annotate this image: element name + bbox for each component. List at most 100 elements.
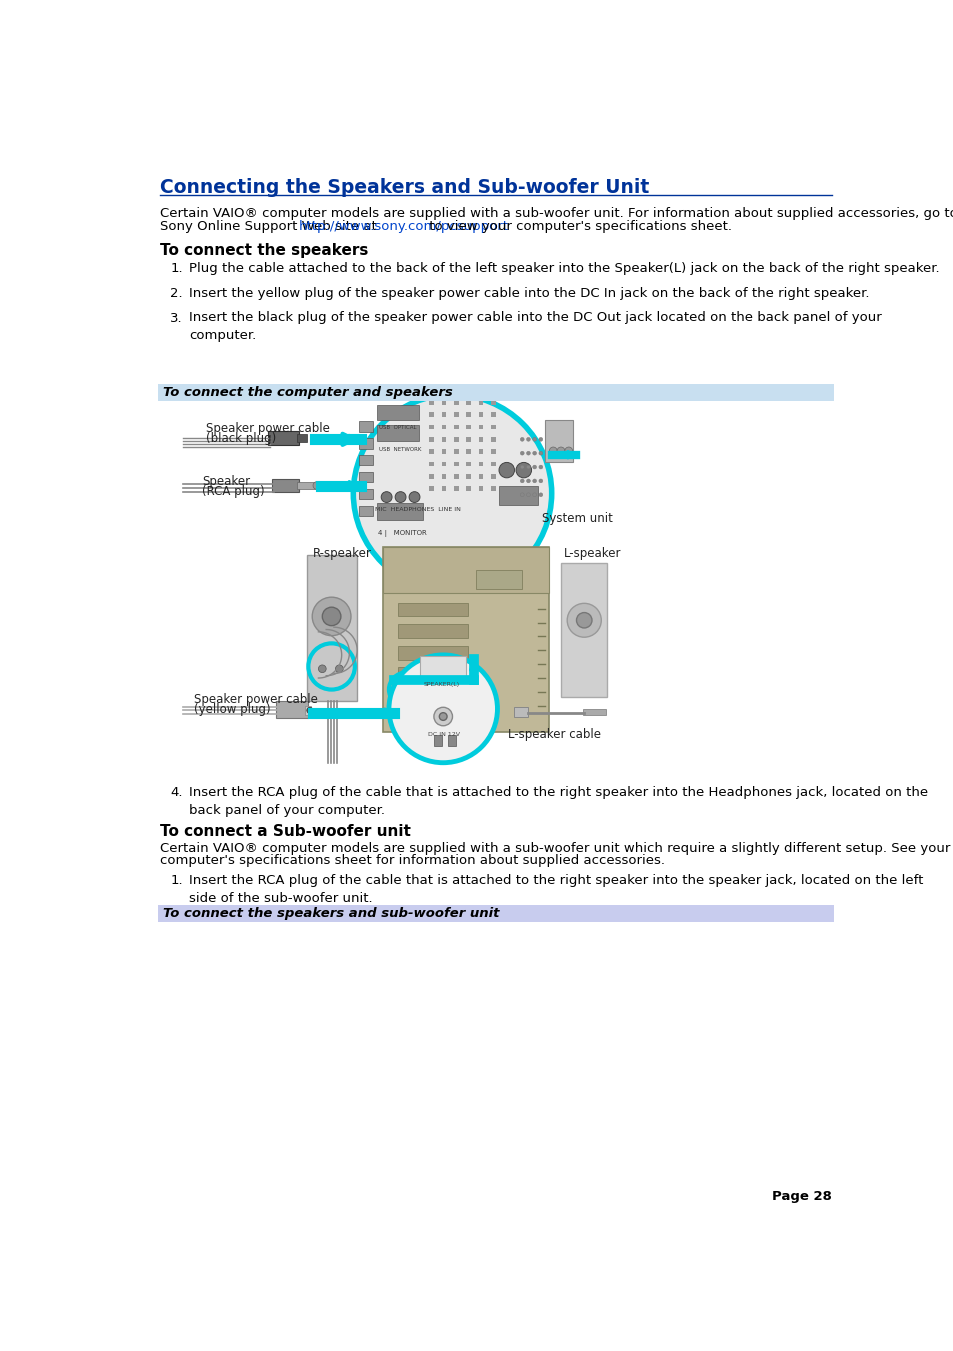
Text: System unit: System unit — [542, 512, 613, 524]
Bar — [429, 486, 434, 490]
Text: Speaker power cable: Speaker power cable — [206, 423, 330, 435]
Bar — [476, 570, 521, 589]
Bar — [454, 412, 458, 417]
Circle shape — [567, 604, 600, 638]
Circle shape — [381, 492, 392, 503]
Bar — [416, 715, 422, 723]
Text: Page 28: Page 28 — [772, 1190, 831, 1204]
Bar — [454, 486, 458, 490]
Bar — [359, 438, 373, 449]
Bar — [478, 400, 483, 405]
Bar — [454, 400, 458, 405]
Bar — [466, 486, 471, 490]
Bar — [491, 412, 496, 417]
Bar — [454, 462, 458, 466]
Text: L-speaker: L-speaker — [563, 547, 621, 561]
Bar — [491, 450, 496, 454]
Text: Certain VAIO® computer models are supplied with a sub-woofer unit. For informati: Certain VAIO® computer models are suppli… — [159, 207, 953, 220]
Circle shape — [395, 492, 406, 503]
Circle shape — [498, 462, 514, 478]
Text: USB  OPTICAL: USB OPTICAL — [378, 426, 416, 431]
Bar — [297, 434, 307, 442]
Circle shape — [564, 447, 572, 455]
Bar — [491, 462, 496, 466]
Bar — [376, 503, 422, 520]
Text: (yellow plug): (yellow plug) — [194, 704, 271, 716]
Circle shape — [434, 708, 452, 725]
Bar — [429, 412, 434, 417]
Bar — [466, 474, 471, 478]
Bar — [429, 462, 434, 466]
Bar — [560, 562, 607, 697]
Text: Sony Online Support Web site at: Sony Online Support Web site at — [159, 220, 380, 232]
Circle shape — [538, 480, 542, 482]
Bar — [307, 555, 356, 701]
Circle shape — [532, 480, 536, 482]
Bar — [359, 422, 373, 431]
Circle shape — [538, 465, 542, 469]
Circle shape — [526, 465, 530, 469]
Bar — [491, 474, 496, 478]
Bar — [268, 431, 298, 444]
Bar — [158, 384, 833, 401]
Circle shape — [557, 447, 564, 455]
Text: Insert the black plug of the speaker power cable into the DC Out jack located on: Insert the black plug of the speaker pow… — [189, 312, 881, 343]
Circle shape — [532, 438, 536, 442]
Text: Plug the cable attached to the back of the left speaker into the Speaker(L) jack: Plug the cable attached to the back of t… — [189, 262, 939, 276]
Bar — [478, 450, 483, 454]
Bar — [427, 715, 433, 723]
Circle shape — [409, 492, 419, 503]
Text: Speaker power cable: Speaker power cable — [194, 693, 318, 707]
Circle shape — [353, 394, 551, 592]
Bar — [158, 905, 833, 923]
Circle shape — [549, 447, 557, 455]
Bar — [397, 603, 468, 616]
Bar — [454, 436, 458, 442]
Bar — [441, 450, 446, 454]
Bar — [359, 471, 373, 482]
Bar — [429, 450, 434, 454]
Bar — [397, 646, 468, 659]
Bar — [466, 436, 471, 442]
Bar — [434, 735, 441, 746]
Bar — [272, 480, 298, 492]
Text: to view your computer's specifications sheet.: to view your computer's specifications s… — [425, 220, 732, 232]
Circle shape — [532, 493, 536, 497]
Bar — [305, 705, 311, 715]
Bar — [429, 400, 434, 405]
Bar — [545, 420, 572, 462]
Circle shape — [312, 597, 351, 636]
Bar — [466, 450, 471, 454]
Circle shape — [439, 713, 447, 720]
Bar — [491, 400, 496, 405]
Bar — [382, 547, 549, 593]
Circle shape — [532, 451, 536, 455]
Circle shape — [389, 655, 497, 763]
Text: USB  NETWORK: USB NETWORK — [378, 447, 421, 453]
Text: computer's specifications sheet for information about supplied accessories.: computer's specifications sheet for info… — [159, 854, 664, 867]
Circle shape — [414, 698, 419, 704]
Circle shape — [526, 480, 530, 482]
Text: To connect a Sub-woofer unit: To connect a Sub-woofer unit — [159, 824, 410, 839]
Bar — [441, 474, 446, 478]
Bar — [397, 667, 468, 681]
Text: DC IN 12V: DC IN 12V — [427, 732, 459, 736]
Bar — [376, 426, 418, 440]
Text: (RCA plug): (RCA plug) — [202, 485, 265, 497]
Circle shape — [395, 698, 401, 704]
Bar — [429, 474, 434, 478]
Circle shape — [307, 708, 313, 713]
Bar — [359, 505, 373, 516]
Bar — [429, 436, 434, 442]
Text: Connecting the Speakers and Sub-woofer Unit: Connecting the Speakers and Sub-woofer U… — [159, 177, 648, 196]
Circle shape — [538, 438, 542, 442]
Bar — [454, 450, 458, 454]
Circle shape — [526, 438, 530, 442]
Bar — [382, 547, 549, 732]
Circle shape — [519, 438, 523, 442]
Text: 2.: 2. — [171, 286, 183, 300]
Bar — [419, 657, 466, 678]
Circle shape — [526, 493, 530, 497]
Circle shape — [335, 665, 343, 673]
Bar — [441, 486, 446, 490]
